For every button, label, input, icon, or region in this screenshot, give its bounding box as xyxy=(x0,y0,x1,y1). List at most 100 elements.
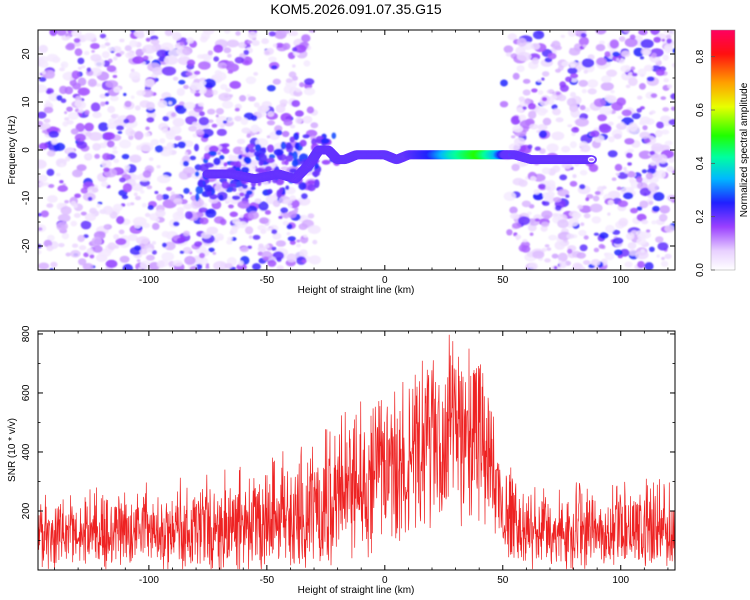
spectrogram-noise-blob xyxy=(593,232,600,236)
spectrogram-noise-blob xyxy=(43,239,53,248)
spectrogram-noise-blob xyxy=(301,259,307,264)
spectrogram-noise-blob xyxy=(266,85,276,92)
spectrogram-noise-blob xyxy=(145,254,155,261)
spectrogram-noise-blob xyxy=(670,41,675,46)
spectrogram-noise-blob xyxy=(207,50,213,56)
spectrogram-noise-blob xyxy=(38,84,48,93)
spectrogram-noise-blob xyxy=(584,107,591,113)
spectrogram-noise-blob xyxy=(583,260,591,265)
spectrogram-noise-blob xyxy=(126,202,131,207)
spectrogram-noise-blob xyxy=(607,199,614,206)
spectrogram-noise-blob xyxy=(164,30,173,37)
spectrogram-noise-blob xyxy=(92,245,103,253)
spectrogram-noise-blob xyxy=(118,229,125,235)
spectrogram-noise-blob xyxy=(216,122,222,127)
spectrogram-noise-blob xyxy=(146,185,153,190)
spectrogram-noise-blob xyxy=(287,204,293,209)
snr-y-label: SNR (10 * v/v) xyxy=(7,418,18,482)
spectrogram-noise-blob xyxy=(640,39,654,49)
spectrogram-noise-blob xyxy=(572,174,577,179)
spectrogram-noise-blob xyxy=(150,138,159,146)
spectrogram-noise-blob xyxy=(194,92,201,97)
spectrogram-noise-blob xyxy=(220,83,228,90)
spectrogram-y-ticks: -20 -10 0 10 20 xyxy=(21,29,675,271)
spectrogram-noise-blob xyxy=(178,101,185,107)
spectrogram-noise-blob xyxy=(102,153,111,161)
spectrogram-noise-blob xyxy=(561,61,570,67)
spectrogram-noise-blob xyxy=(112,150,118,155)
spectrogram-noise-blob xyxy=(607,190,621,199)
spectrogram-noise-blob xyxy=(38,55,49,64)
spectrogram-noise-blob xyxy=(124,100,132,108)
spectrogram-noise-blob xyxy=(631,72,638,77)
spectrogram-cluster-blob xyxy=(204,162,215,168)
spectrogram-noise-blob xyxy=(105,259,118,268)
spectrogram-noise-blob xyxy=(533,192,544,201)
spectrogram-noise-blob xyxy=(583,69,588,74)
spectrogram-noise-blob xyxy=(643,138,651,144)
spectrogram-noise-blob xyxy=(130,95,135,99)
spectrogram-noise-blob xyxy=(534,146,541,151)
spectrogram-noise-blob xyxy=(661,256,665,261)
spectrogram-noise-blob xyxy=(566,97,577,107)
spectrogram-noise-blob xyxy=(235,192,241,197)
spectrogram-noise-blob xyxy=(130,30,136,33)
spectrogram-noise-blob xyxy=(199,35,208,43)
spectrogram-noise-blob xyxy=(211,89,218,96)
spectrogram-noise-blob xyxy=(227,70,234,74)
spectrogram-noise-blob xyxy=(627,171,636,178)
spectrogram-noise-blob xyxy=(662,107,670,112)
spectrogram-noise-blob xyxy=(527,223,537,232)
spectrogram-noise-blob xyxy=(663,78,669,83)
spectrogram-noise-blob xyxy=(286,232,291,236)
spectrogram-noise-blob xyxy=(612,51,620,57)
spectrogram-noise-blob xyxy=(303,60,311,67)
spectrogram-noise-blob xyxy=(538,130,548,139)
spectrogram-noise-blob xyxy=(199,217,209,225)
spectrogram-noise-blob xyxy=(165,186,173,191)
spectrogram-noise-blob xyxy=(239,192,245,197)
spectrogram-noise-blob xyxy=(264,210,271,215)
spectrogram-noise-blob xyxy=(238,260,244,266)
spectrogram-noise-blob xyxy=(512,177,525,186)
spectrogram-noise-blob xyxy=(246,133,251,138)
spectrogram-noise-blob xyxy=(573,43,583,52)
spectrogram-noise-blob xyxy=(656,254,660,258)
x-tick-label: 0 xyxy=(382,575,388,586)
snr-x-label: Height of straight line (km) xyxy=(298,585,415,596)
spectrogram-cluster-blob xyxy=(289,136,295,143)
spectrogram-noise-blob xyxy=(48,184,55,188)
spectrogram-noise-blob xyxy=(145,37,151,42)
spectrogram-noise-blob xyxy=(639,131,651,139)
spectrogram-noise-blob xyxy=(529,123,539,130)
spectrogram-noise-blob xyxy=(221,100,234,109)
spectrogram-noise-blob xyxy=(224,263,233,269)
spectrogram-cluster-blob xyxy=(203,184,213,192)
spectrogram-noise-blob xyxy=(569,47,574,51)
spectrogram-noise-blob xyxy=(186,59,196,67)
spectrogram-noise-blob xyxy=(541,221,550,227)
y-tick-label: -10 xyxy=(21,190,32,205)
spectrogram-noise-blob xyxy=(134,245,142,251)
spectrogram-noise-blob xyxy=(250,186,256,191)
x-tick-label: -50 xyxy=(260,275,275,286)
spectrogram-noise-blob xyxy=(541,97,548,102)
spectrogram-noise-blob xyxy=(527,103,537,110)
spectrogram-noise-blob xyxy=(547,52,557,60)
spectrogram-noise-blob xyxy=(176,88,185,96)
spectrogram-noise-blob xyxy=(142,222,151,229)
spectrogram-noise-blob xyxy=(59,180,64,184)
spectrogram-noise-blob xyxy=(275,240,286,247)
spectrogram-noise-blob xyxy=(655,69,665,76)
spectrogram-noise-blob xyxy=(103,167,110,172)
spectrogram-noise-blob xyxy=(561,145,571,153)
spectrogram-cluster-blob xyxy=(238,154,243,160)
spectrogram-noise-blob xyxy=(280,207,289,214)
spectrogram-noise-blob xyxy=(299,82,305,88)
spectrogram-cluster-blob xyxy=(221,181,230,189)
spectrogram-noise-blob xyxy=(624,138,635,145)
spectrogram-cluster-blob xyxy=(299,139,307,147)
spectrogram-noise-blob xyxy=(670,93,675,100)
spectrogram-noise-blob xyxy=(607,212,611,216)
spectrogram-noise-blob xyxy=(264,244,270,249)
